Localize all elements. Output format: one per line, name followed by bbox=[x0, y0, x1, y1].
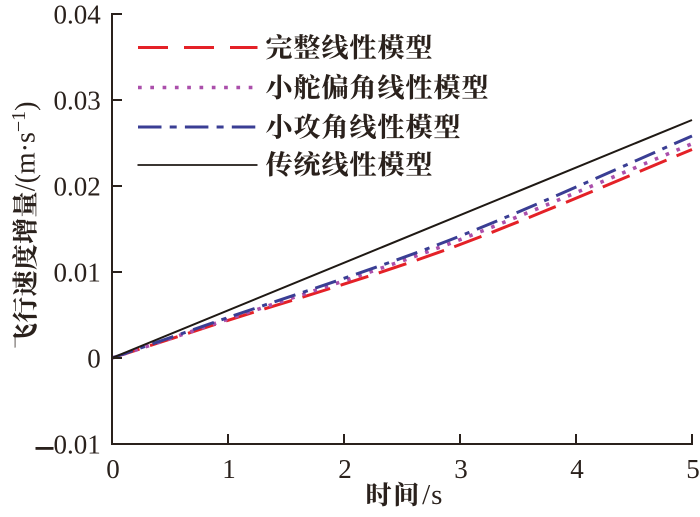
svg-text:0.01: 0.01 bbox=[54, 258, 101, 288]
svg-text:0.03: 0.03 bbox=[54, 86, 101, 116]
svg-text:0.02: 0.02 bbox=[54, 172, 101, 202]
svg-text:0.04: 0.04 bbox=[54, 0, 102, 30]
svg-text:0.01: 0.01 bbox=[54, 430, 101, 460]
svg-text:0: 0 bbox=[106, 454, 120, 484]
svg-text:2: 2 bbox=[338, 454, 352, 484]
svg-text:1: 1 bbox=[222, 454, 236, 484]
svg-text:5: 5 bbox=[686, 454, 700, 484]
svg-text:/s: /s bbox=[422, 479, 443, 511]
svg-text:3: 3 bbox=[454, 454, 468, 484]
svg-text:4: 4 bbox=[570, 454, 584, 484]
svg-text:0: 0 bbox=[87, 344, 101, 374]
